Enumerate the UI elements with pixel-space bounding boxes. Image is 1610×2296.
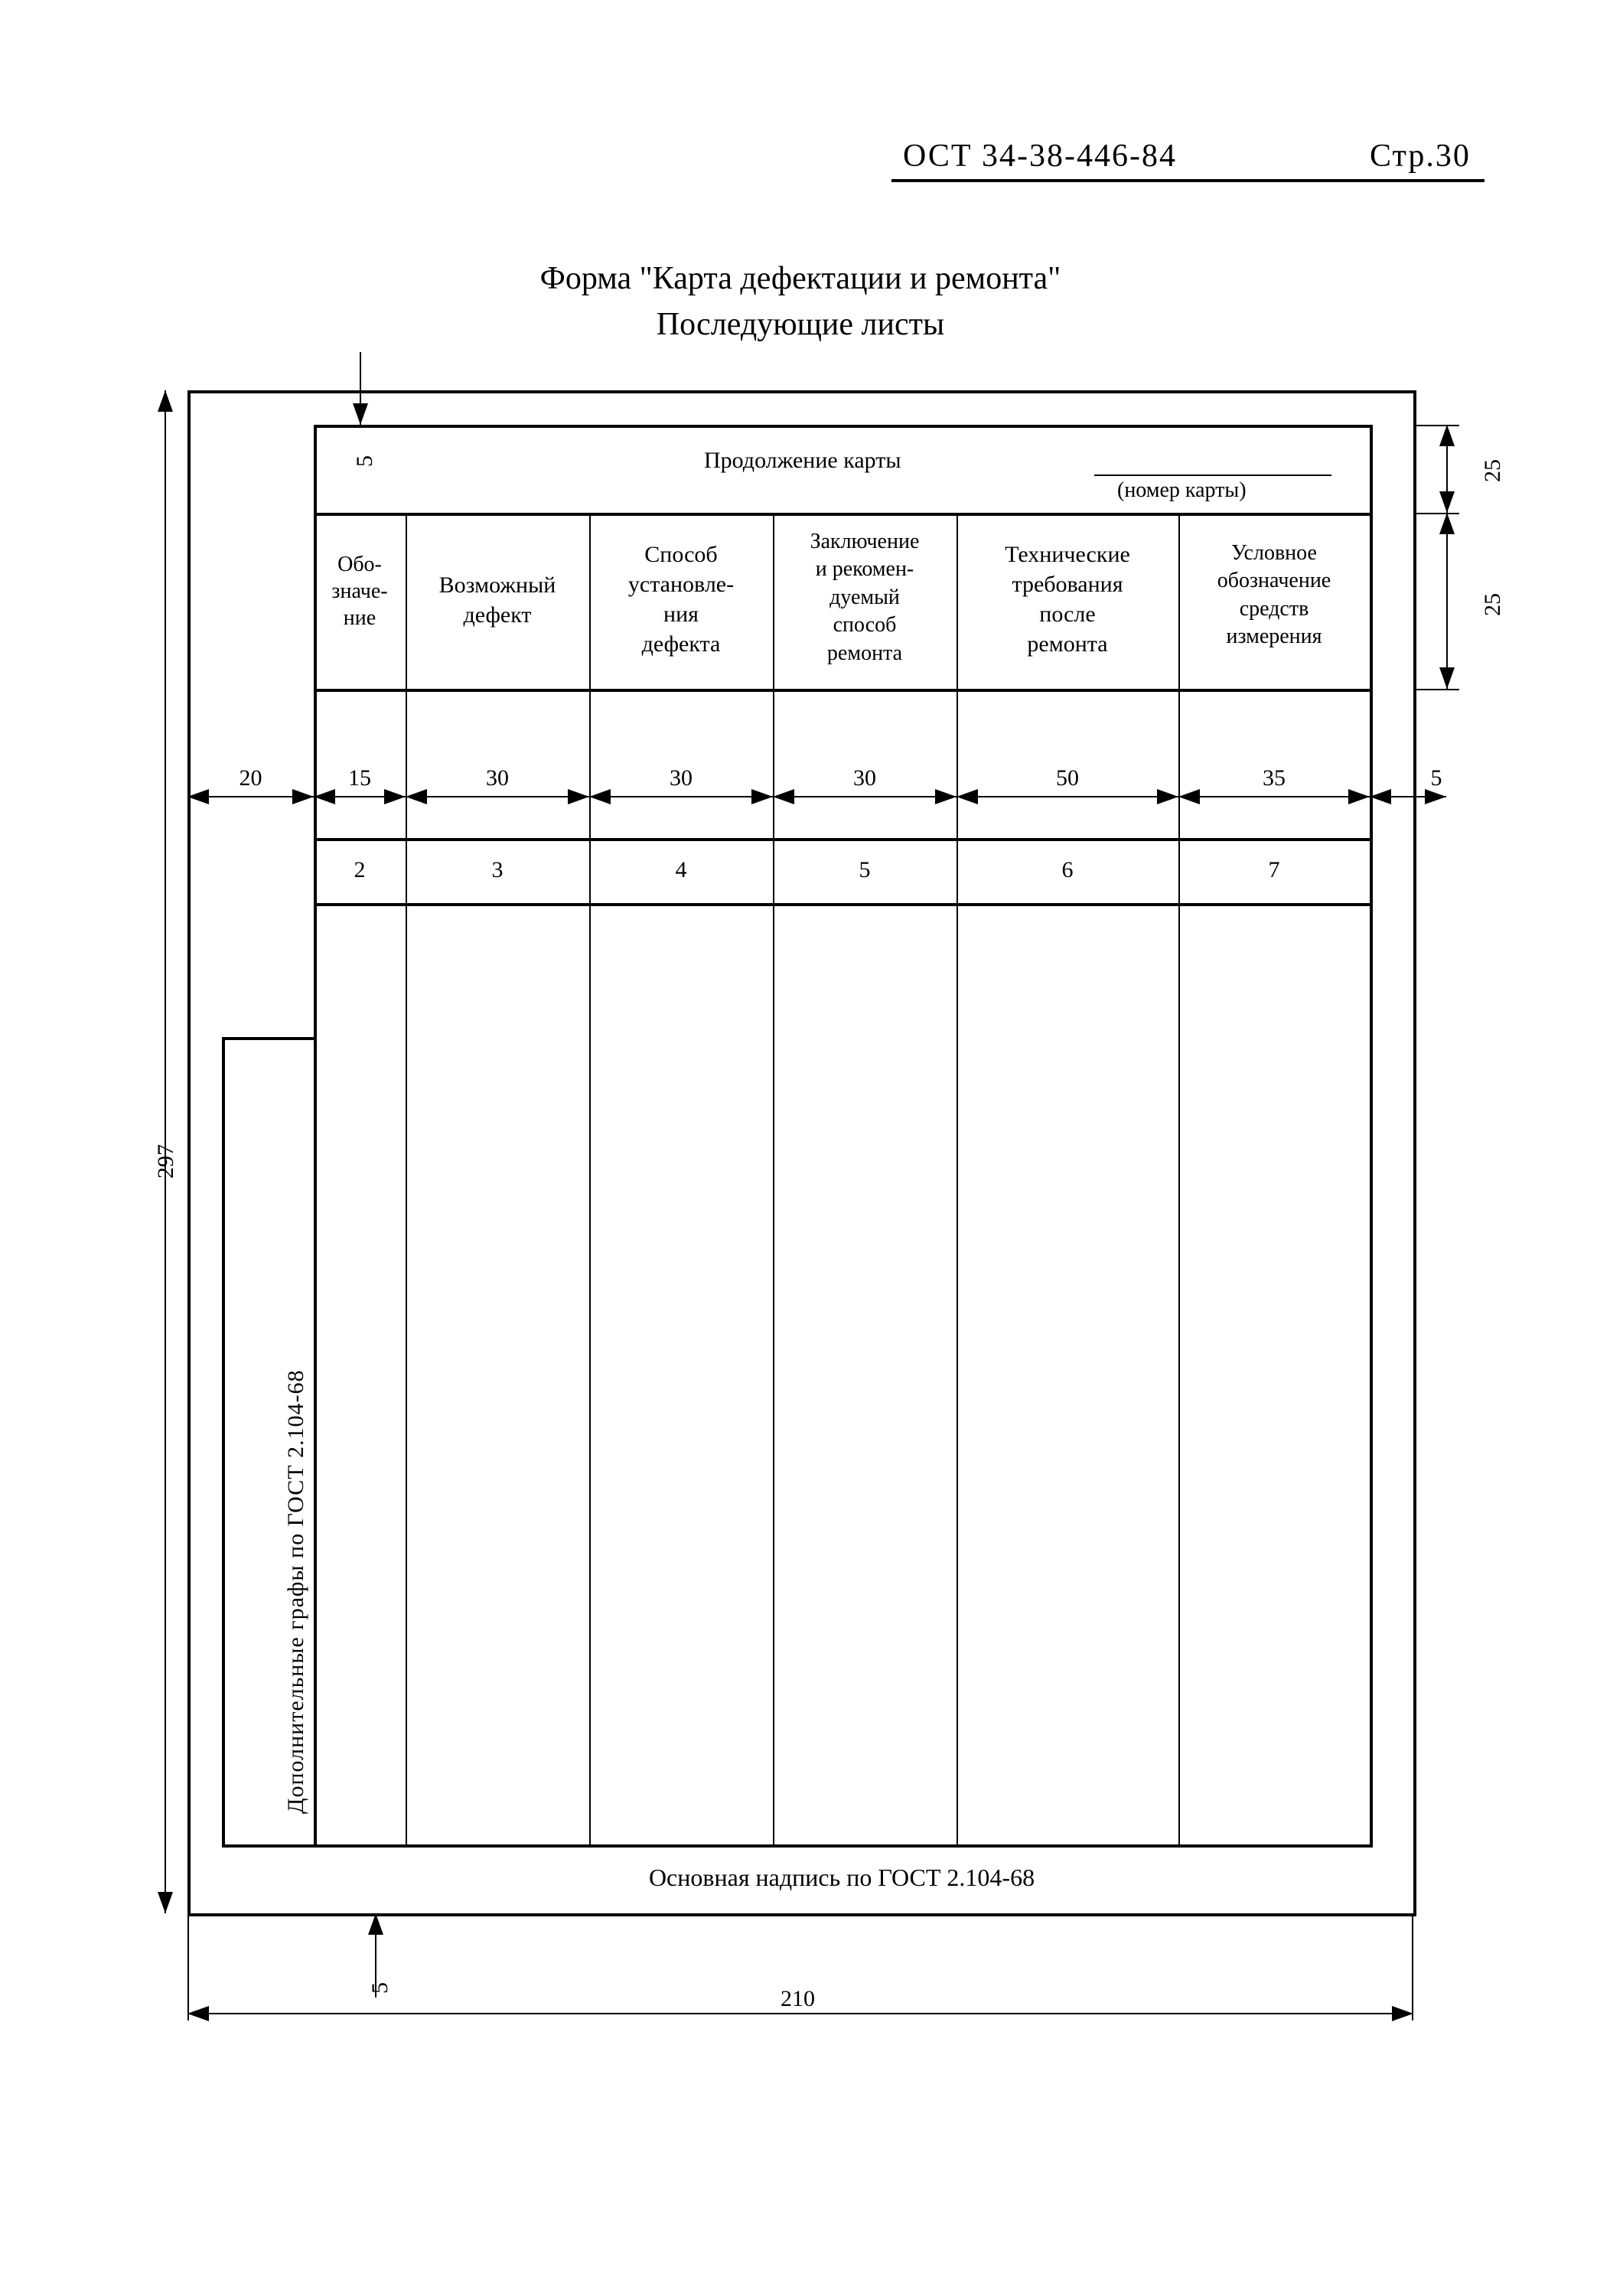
dim-arrow-icon [158,1892,173,1913]
th-col4: Заключение и рекомен- дуемый способ ремо… [773,528,957,667]
dim-arrow-icon [187,789,209,804]
dim-arrow-icon [368,1913,383,1935]
ext-line [187,1913,189,2020]
col-rule-3 [773,513,774,1844]
dim-arrow-icon [187,2006,209,2021]
dim-row1-25: 25 [1480,459,1506,482]
colnum-6: 7 [1178,857,1370,883]
dim-col4: 30 [773,765,957,791]
dim-arrow-icon [1439,491,1455,513]
dim-arrow-icon [1425,789,1446,804]
row2-bottom [314,689,1373,692]
dim-arrow-icon [773,789,794,804]
title-line1: Форма "Карта дефектации и ремонта" [187,260,1413,297]
dim-colwidths-line [187,796,1446,797]
dim-210: 210 [781,1986,815,2012]
footer-gost-label: Основная надпись по ГОСТ 2.104-68 [314,1864,1370,1892]
dim-arrow-icon [406,789,427,804]
continuation-label: Продолжение карты [704,448,901,474]
page-number: Стр.30 [1370,138,1471,174]
ext-line [1412,1913,1413,2020]
dim-arrow-icon [1439,513,1455,534]
dim-arrow-icon [314,789,335,804]
table-right-rule [1370,425,1373,1848]
col-rule-2 [589,513,591,1844]
dim-bot5: 5 [367,1982,393,1994]
dim-row2-25: 25 [1480,593,1506,616]
frame-left [187,390,191,1916]
dim-20: 20 [187,765,314,791]
th-col3: Способ установле- ния дефекта [589,540,773,659]
th-col1: Обо- значе- ние [314,551,406,631]
colnum-5: 6 [957,857,1178,883]
th-col6: Условное обозначение средств измерения [1178,540,1370,651]
card-number-blank [1094,475,1331,476]
colnum-2: 3 [406,857,589,883]
dim-arrow-icon [935,789,957,804]
dim-top5: 5 [352,455,378,467]
dim-arrow-icon [589,789,611,804]
margin-left-rule [314,425,317,1848]
body-bottom [314,1844,1373,1848]
page-root: ОСТ 34-38-446-84 Стр.30 Форма "Карта деф… [0,0,1610,2296]
row3-top [314,838,1373,841]
colnum-3: 4 [589,857,773,883]
frame-right [1413,390,1416,1916]
ext-line [1413,425,1459,426]
dim-col1: 15 [314,765,406,791]
dim-arrow-icon [1157,789,1178,804]
dim-col5: 50 [957,765,1178,791]
col-rule-1 [406,513,407,1844]
dim-col3: 30 [589,765,773,791]
dim-arrow-icon [1178,789,1200,804]
col-rule-4 [957,513,958,1844]
frame-bottom [187,1913,1416,1916]
dim-arrow-icon [751,789,773,804]
gost-strip-bottom [222,1844,317,1848]
dim-line-210 [187,2013,1413,2014]
dim-arrow-icon [1439,667,1455,689]
th-col5: Технические требования после ремонта [957,540,1178,659]
card-number-caption: (номер карты) [1117,478,1247,503]
dim-col2: 30 [406,765,589,791]
dim-col6: 35 [1178,765,1370,791]
dim-arrow-icon [1392,2006,1413,2021]
colnum-4: 5 [773,857,957,883]
dim-arrow-icon [1439,425,1455,446]
row1-bottom [314,513,1373,516]
doc-code: ОСТ 34-38-446-84 [903,138,1177,174]
dim-arrow-icon [568,789,589,804]
vertical-gost-label: Дополнительные графы по ГОСТ 2.104-68 [283,1369,309,1814]
row3-bottom [314,903,1373,906]
gost-strip-top [222,1037,317,1040]
col-rule-5 [1178,513,1180,1844]
dim-arrow-icon [957,789,978,804]
frame-top [187,390,1416,393]
dim-arrow-icon [158,390,173,412]
dim-arrow-icon [292,789,314,804]
gost-strip-left [222,1037,225,1848]
colnum-1: 2 [314,857,406,883]
dim-arrow-icon [384,789,406,804]
dim-arrow-icon [1348,789,1370,804]
dim-arrow-icon [353,403,368,425]
th-col2: Возможный дефект [406,570,589,630]
table-top [314,425,1373,428]
dim-right5: 5 [1413,765,1459,791]
ext-line [1413,689,1459,690]
dim-arrow-icon [1370,789,1391,804]
title-line2: Последующие листы [187,306,1413,343]
dim-297: 297 [153,1144,179,1179]
dim-line-row2 [1446,513,1448,689]
header-rule [891,179,1485,182]
